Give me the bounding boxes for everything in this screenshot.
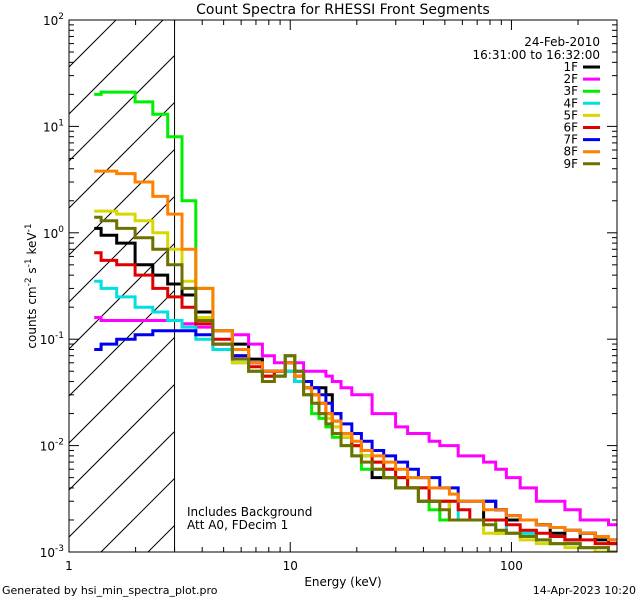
legend-label-6F: 6F [563, 121, 578, 135]
x-tick-label: 100 [500, 559, 523, 573]
series-line-8F [94, 169, 617, 542]
axis-ticks: 1 10 100 10-3 10-2 10-1 100 101 102 [40, 12, 618, 573]
legend-label-4F: 4F [563, 96, 578, 110]
legend-label-7F: 7F [563, 133, 578, 147]
chart-title: Count Spectra for RHESSI Front Segments [196, 2, 490, 18]
hatch-line [69, 20, 211, 162]
y-tick-label: 10-2 [40, 438, 64, 454]
x-tick-label: 10 [283, 559, 298, 573]
annotation-attenuator: Att A0, FDecim 1 [187, 518, 288, 532]
x-axis-label: Energy (keV) [304, 575, 381, 589]
footer-timestamp: 14-Apr-2023 10:20 [533, 584, 636, 597]
hatch-line [69, 20, 258, 209]
footer-generated-by: Generated by hsi_min_spectra_plot.pro [2, 584, 218, 597]
legend-label-5F: 5F [563, 108, 578, 122]
y-tick-label: 100 [43, 225, 64, 241]
y-tick-label: 102 [43, 12, 64, 28]
plot-frame [68, 19, 618, 553]
legend-label-3F: 3F [563, 84, 578, 98]
y-axis-label: counts cm-2 s-1 keV-1 [24, 223, 39, 348]
y-tick-label: 101 [43, 118, 64, 134]
date-label: 24-Feb-2010 [524, 35, 600, 49]
series-lines [94, 90, 617, 552]
legend-label-8F: 8F [563, 145, 578, 159]
hatch-line [69, 20, 164, 115]
series-line-9F [94, 215, 617, 552]
legend-label-9F: 9F [563, 157, 578, 171]
y-tick-label: 10-1 [40, 331, 64, 347]
x-tick-label: 1 [65, 559, 73, 573]
time-range-label: 16:31:00 to 16:32:00 [473, 48, 600, 62]
legend-label-1F: 1F [563, 60, 578, 74]
y-tick-label: 10-3 [40, 544, 64, 560]
legend-label-2F: 2F [563, 72, 578, 86]
annotation-background: Includes Background [187, 505, 312, 519]
